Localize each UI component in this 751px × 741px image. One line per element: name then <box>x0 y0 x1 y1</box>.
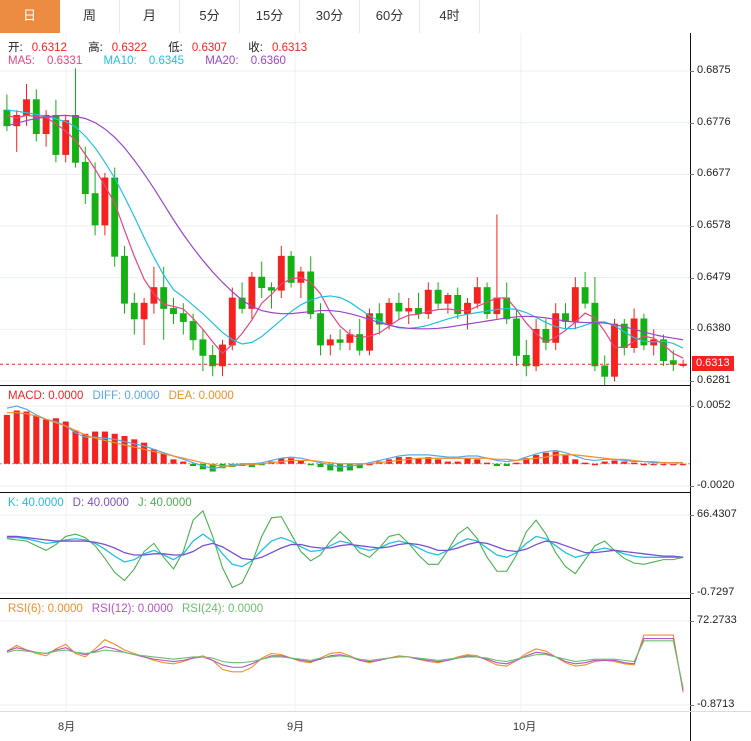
time-axis-label: 10月 <box>513 721 537 733</box>
period-tabbar: 日周月 5分 15分 30分 60分 4时 <box>0 0 751 33</box>
price-tick-mark <box>690 381 694 382</box>
price-tick-mark <box>690 174 694 176</box>
rsi-canvas[interactable] <box>0 599 690 711</box>
price-axis-label: 0.6281 <box>697 374 731 386</box>
last-price-tag: 0.6313 <box>692 356 734 372</box>
rsi-panel-divider <box>0 598 690 599</box>
price-axis-label: 0.6776 <box>697 115 731 128</box>
tab-30min[interactable]: 30分 <box>300 0 360 33</box>
price-axis-divider <box>690 33 691 711</box>
rsi-panel <box>0 599 690 711</box>
candlestick-canvas[interactable] <box>0 33 690 385</box>
macd-axis-label: 0.0052 <box>697 399 731 411</box>
macd-canvas[interactable] <box>0 386 690 492</box>
price-axis-label: 0.6875 <box>697 64 731 76</box>
price-axis-label: 0.6677 <box>697 167 731 180</box>
kdj-canvas[interactable] <box>0 493 690 598</box>
time-axis-right-cell <box>690 712 751 741</box>
tab-day[interactable]: 日 <box>0 0 60 33</box>
tab-15min[interactable]: 15分 <box>240 0 300 33</box>
time-axis-label: 9月 <box>287 721 305 733</box>
kdj-tick-mark <box>690 515 694 516</box>
price-axis-label: 0.6578 <box>697 219 731 231</box>
tab-60min[interactable]: 60分 <box>360 0 420 33</box>
tab-4hour[interactable]: 4时 <box>420 0 480 33</box>
price-tick-mark <box>690 71 694 72</box>
time-axis-label: 8月 <box>58 721 76 733</box>
macd-axis-label: -0.0020 <box>697 479 735 491</box>
kdj-panel <box>0 493 690 598</box>
price-tick-mark <box>690 122 694 124</box>
price-axis-label: 0.6380 <box>697 322 731 335</box>
kdj-axis-label: -0.7297 <box>697 586 735 598</box>
kdj-panel-divider <box>0 492 690 493</box>
rsi-tick-mark <box>690 621 694 622</box>
tab-5min[interactable]: 5分 <box>180 0 240 33</box>
price-tick-mark <box>690 226 694 227</box>
rsi-axis-label: -0.8713 <box>697 698 735 710</box>
price-tick-mark <box>690 277 694 279</box>
price-axis-label: 0.6479 <box>697 270 731 283</box>
kdj-axis-label: 66.4307 <box>697 508 737 520</box>
rsi-axis-label: 72.2733 <box>697 614 737 626</box>
main-price-panel <box>0 33 690 385</box>
macd-tick-mark <box>690 406 694 407</box>
macd-tick-mark <box>690 486 694 487</box>
kdj-tick-mark <box>690 593 694 594</box>
tab-week[interactable]: 周 <box>60 0 120 33</box>
rsi-tick-mark <box>690 705 694 706</box>
price-tick-mark <box>690 329 694 331</box>
tabbar-filler <box>480 0 751 33</box>
macd-panel-divider <box>0 385 690 386</box>
tab-month[interactable]: 月 <box>120 0 180 33</box>
macd-panel <box>0 386 690 492</box>
time-axis: 8月 9月 10月 <box>0 711 751 741</box>
